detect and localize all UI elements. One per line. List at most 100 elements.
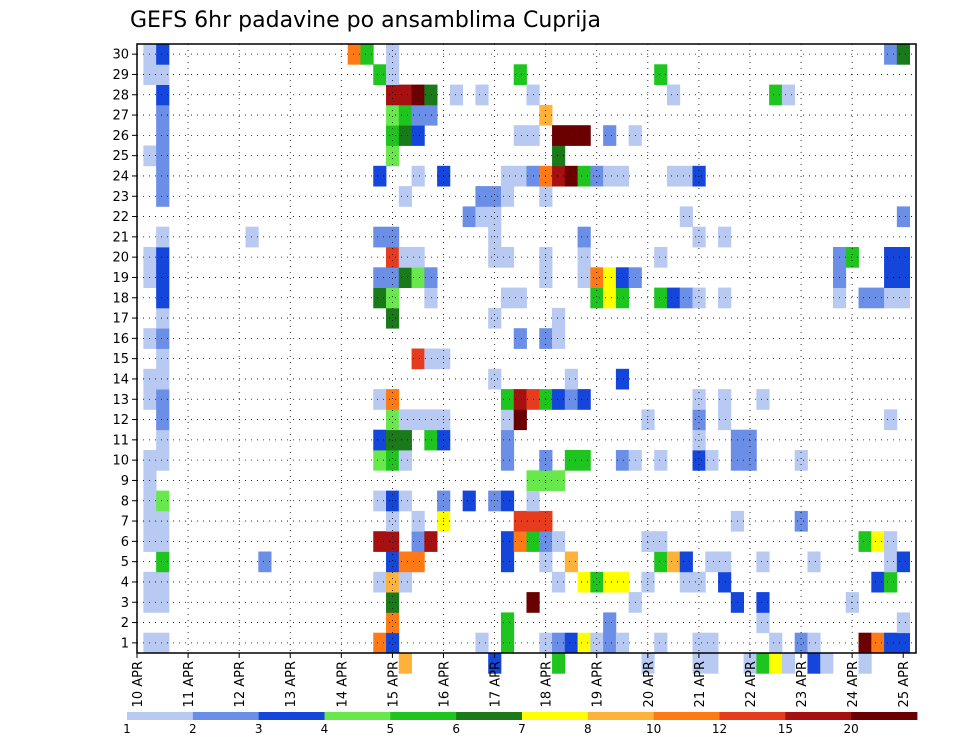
- colorbar-label: 5: [387, 722, 395, 736]
- y-tick-label: 30: [112, 48, 129, 63]
- heatmap-cell: [500, 429, 515, 451]
- heatmap-cell: [807, 632, 821, 654]
- heatmap-cell: [564, 125, 578, 146]
- heatmap-cell: [552, 470, 566, 491]
- heatmap-cell: [705, 450, 719, 471]
- heatmap-cell: [488, 206, 502, 228]
- y-tick-label: 3: [121, 596, 129, 611]
- heatmap-cell: [756, 551, 770, 573]
- heatmap-cell: [488, 307, 502, 329]
- y-tick-label: 7: [121, 515, 129, 530]
- colorbar-swatch: [456, 712, 523, 720]
- heatmap-cell: [552, 307, 566, 329]
- heatmap-cell: [615, 450, 630, 471]
- heatmap-cell: [552, 571, 566, 593]
- heatmap-cell: [386, 307, 400, 329]
- colorbar: 1 2 3 4 5 6 7 8 10 12 15 20: [123, 712, 918, 736]
- heatmap-cell: [794, 632, 808, 654]
- heatmap-cell: [347, 44, 361, 65]
- heatmap-cell: [590, 571, 604, 593]
- heatmap-cell: [603, 165, 617, 187]
- heatmap-cell: [398, 267, 412, 288]
- heatmap-cell: [156, 348, 170, 370]
- y-tick-label: 13: [112, 393, 129, 408]
- heatmap-cell: [398, 490, 412, 512]
- heatmap-cells: [143, 44, 911, 674]
- heatmap-cell: [692, 389, 706, 410]
- colorbar-label: 2: [189, 722, 197, 736]
- y-tick-label: 27: [112, 109, 129, 124]
- heatmap-cell: [896, 206, 911, 228]
- heatmap-cell: [411, 510, 425, 532]
- y-tick-label: 18: [112, 291, 129, 306]
- heatmap-cell: [513, 409, 527, 431]
- heatmap-cell: [411, 551, 425, 573]
- heatmap-cell: [718, 389, 732, 410]
- heatmap-cell: [398, 653, 412, 674]
- heatmap-cell: [386, 450, 400, 471]
- colorbar-swatch: [258, 712, 325, 720]
- heatmap-cell: [386, 44, 400, 65]
- heatmap-cell: [156, 551, 170, 573]
- heatmap-cell: [896, 551, 911, 573]
- x-tick-label: 19 APR: [591, 661, 606, 707]
- colorbar-swatch: [522, 712, 589, 720]
- heatmap-cell: [641, 409, 655, 431]
- heatmap-cell: [156, 389, 170, 410]
- heatmap-cell: [156, 226, 170, 248]
- x-tick-label: 12 APR: [233, 661, 248, 707]
- y-tick-label: 10: [112, 454, 129, 469]
- colorbar-label: 10: [646, 722, 661, 736]
- heatmap-cell: [884, 632, 898, 654]
- heatmap-cell: [807, 653, 821, 674]
- heatmap-cell: [552, 145, 566, 167]
- y-tick-label: 5: [121, 555, 129, 570]
- heatmap-cell: [769, 84, 783, 106]
- heatmap-cell: [424, 104, 438, 126]
- heatmap-cell: [884, 267, 898, 288]
- heatmap-cell: [896, 612, 911, 634]
- heatmap-cell: [564, 389, 578, 410]
- heatmap-cell: [884, 571, 898, 593]
- heatmap-cell: [156, 429, 170, 451]
- heatmap-cell: [156, 409, 170, 431]
- heatmap-cell: [513, 510, 527, 532]
- heatmap-cell: [513, 389, 527, 410]
- heatmap-cell: [615, 267, 630, 288]
- heatmap-cell: [896, 287, 911, 309]
- heatmap-cell: [500, 551, 515, 573]
- heatmap-cell: [564, 165, 578, 187]
- heatmap-cell: [386, 571, 400, 593]
- heatmap-cell: [156, 247, 170, 268]
- heatmap-cell: [386, 409, 400, 431]
- heatmap-cell: [500, 612, 515, 634]
- heatmap-cell: [769, 632, 783, 654]
- chart-title: GEFS 6hr padavine po ansamblima Cuprija: [130, 8, 601, 33]
- y-tick-label: 22: [112, 210, 129, 225]
- heatmap-cell: [373, 165, 387, 187]
- heatmap-cell: [373, 429, 387, 451]
- heatmap-cell: [552, 653, 566, 674]
- colorbar-label: 12: [712, 722, 727, 736]
- heatmap-cell: [475, 186, 489, 207]
- heatmap-cell: [564, 368, 578, 390]
- heatmap-cell: [781, 84, 796, 106]
- heatmap-cell: [679, 551, 693, 573]
- heatmap-cell: [615, 632, 630, 654]
- heatmap-cell: [411, 125, 425, 146]
- heatmap-cell: [386, 267, 400, 288]
- heatmap-cell: [756, 612, 770, 634]
- heatmap-cell: [577, 267, 591, 288]
- heatmap-cell: [679, 165, 693, 187]
- heatmap-cell: [603, 571, 617, 593]
- x-tick-label: 18 APR: [540, 661, 555, 707]
- heatmap-cell: [386, 226, 400, 248]
- heatmap-cell: [564, 450, 578, 471]
- heatmap-cell: [475, 84, 489, 106]
- heatmap-cell: [705, 632, 719, 654]
- heatmap-cell: [718, 571, 732, 593]
- heatmap-cell: [679, 206, 693, 228]
- y-tick-label: 29: [112, 68, 129, 83]
- y-tick-label: 17: [112, 312, 129, 327]
- heatmap-cell: [513, 125, 527, 146]
